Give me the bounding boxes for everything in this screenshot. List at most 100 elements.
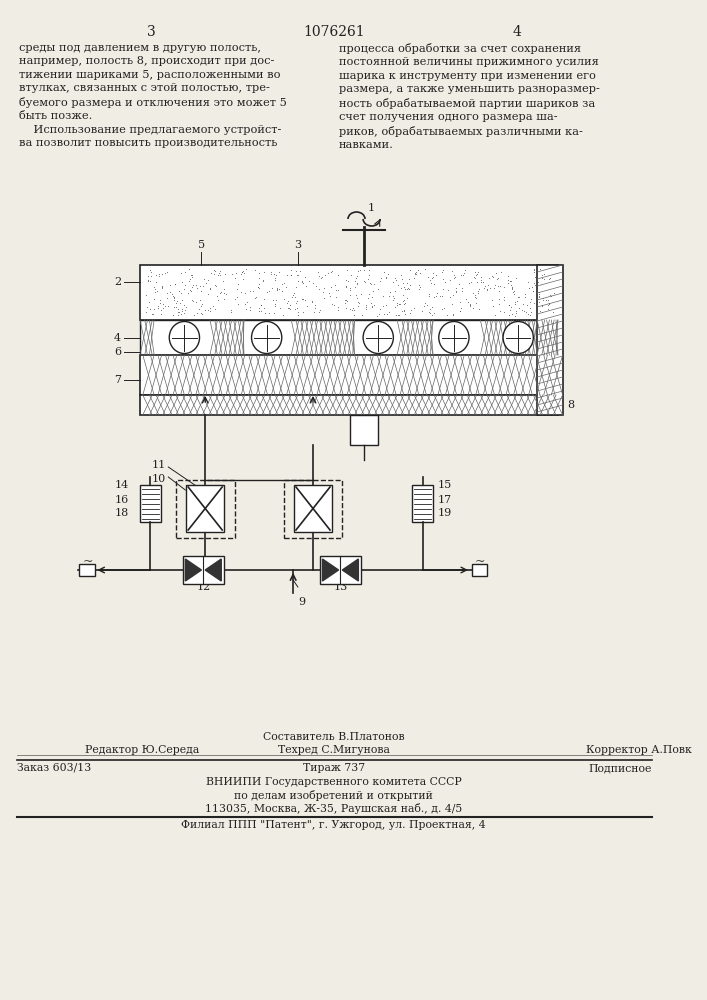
Circle shape [439,322,469,354]
Text: 4: 4 [114,333,121,343]
Point [399,295,411,311]
Point [522,274,534,290]
Point [447,306,458,322]
Point [281,267,293,283]
Text: 12: 12 [196,582,211,592]
Point [457,267,468,283]
Point [528,275,539,291]
Point [230,265,241,281]
Point [414,277,425,293]
Point [428,305,439,321]
Point [205,300,216,316]
Point [178,305,189,321]
Point [274,300,285,316]
Point [533,289,544,305]
Point [506,299,517,315]
Point [283,300,294,316]
Point [356,286,367,302]
Point [543,296,554,312]
Point [374,273,385,289]
Point [286,289,297,305]
Point [438,281,449,297]
Point [404,305,416,321]
Point [141,299,152,315]
Point [520,304,532,320]
Text: ~: ~ [82,555,93,568]
Point [348,300,359,316]
Point [402,290,413,306]
Point [474,301,485,317]
Text: 1076261: 1076261 [303,25,365,39]
Point [151,283,163,299]
Point [504,273,515,289]
Point [518,303,530,319]
Text: Корректор А.Повк: Корректор А.Повк [586,745,692,755]
Point [469,289,481,305]
Point [492,270,503,286]
Point [394,296,405,312]
Point [177,274,188,290]
Point [510,305,522,321]
Point [237,264,248,280]
Text: 14: 14 [115,480,129,490]
Text: 6: 6 [114,347,121,357]
Point [414,265,426,281]
Point [196,283,207,299]
Text: по делам изобретений и открытий: по делам изобретений и открытий [234,790,433,801]
Point [173,307,184,323]
Text: 13: 13 [333,582,348,592]
Point [226,304,237,320]
Point [148,291,159,307]
Point [385,284,396,300]
Point [148,279,160,295]
Point [540,292,551,308]
Point [170,299,181,315]
Point [271,267,282,283]
Point [157,300,168,316]
Point [244,299,255,315]
Point [144,273,156,289]
Point [144,301,156,317]
Point [362,290,373,306]
Polygon shape [322,559,339,581]
Point [284,301,296,317]
Text: Техред С.Мигунова: Техред С.Мигунова [278,745,390,755]
Point [498,279,509,295]
Point [473,283,484,299]
Point [502,275,513,291]
Text: 17: 17 [438,495,452,505]
Point [391,307,402,323]
Point [141,304,152,320]
Point [232,281,243,297]
Point [202,302,214,318]
Point [528,262,539,278]
Bar [472,564,487,576]
Point [247,283,258,299]
Point [259,264,270,280]
Point [409,300,420,316]
Point [173,304,184,320]
Point [200,302,211,318]
Point [396,267,407,283]
Point [292,300,303,316]
Point [488,269,499,285]
Point [537,290,548,306]
Point [470,290,481,306]
Point [280,279,291,295]
Point [245,302,256,318]
Point [211,278,222,294]
Point [542,301,554,317]
Point [296,273,308,289]
Point [341,293,353,309]
Point [316,269,327,285]
Point [454,294,465,310]
Point [172,293,183,309]
Point [534,261,546,277]
Text: 1: 1 [368,203,375,213]
Point [378,306,390,322]
Point [494,278,506,294]
Point [351,268,363,284]
Point [290,263,301,279]
Point [162,264,173,280]
Polygon shape [205,559,221,581]
